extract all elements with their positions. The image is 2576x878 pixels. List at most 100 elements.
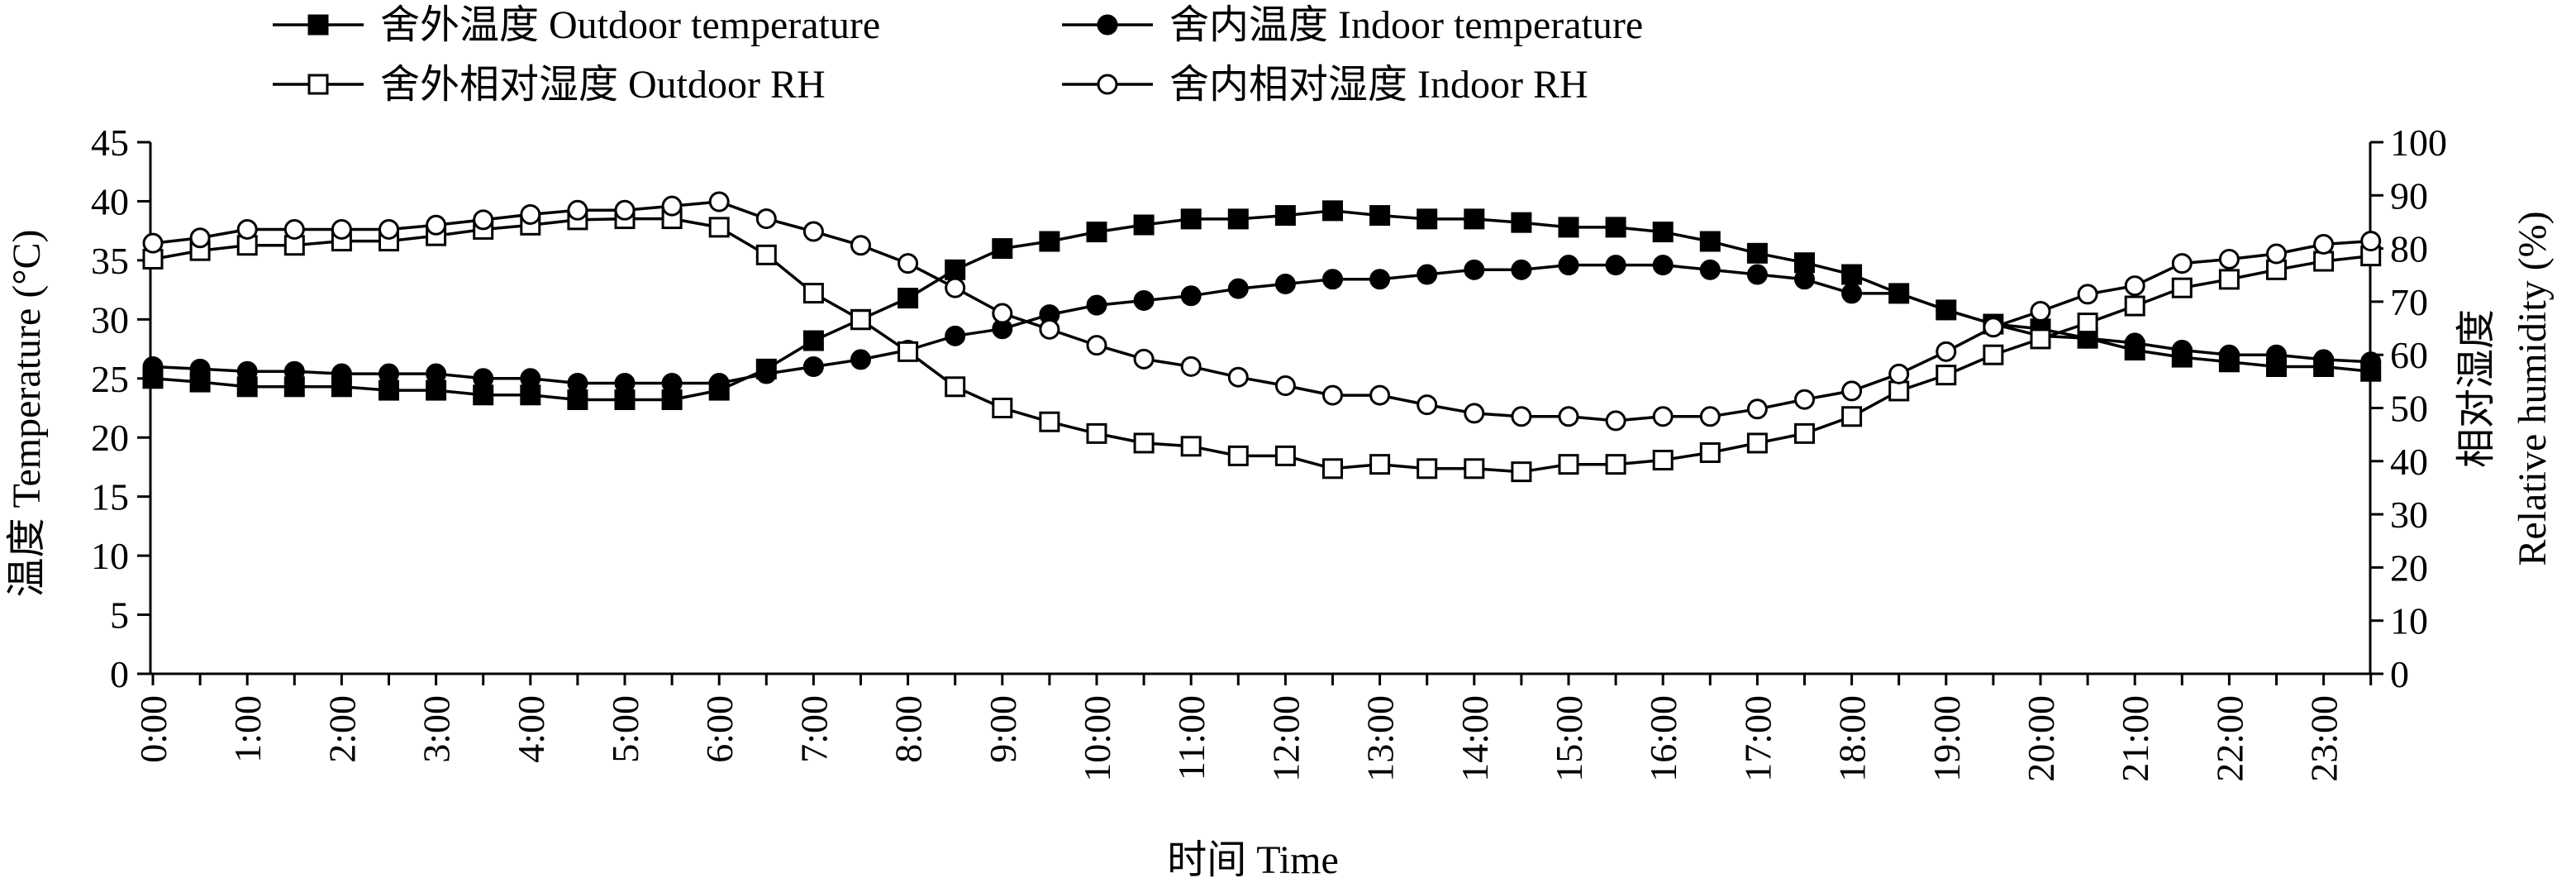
data-point [850,309,871,331]
data-point [1746,264,1768,285]
data-point [1039,231,1060,252]
data-point [661,195,683,217]
x-tick-label: 6:00 [698,695,740,763]
data-point [1417,458,1438,480]
y-right-tick-label: 10 [2390,600,2428,642]
y-left-tick-label: 25 [91,358,129,400]
data-point [1086,335,1107,356]
y-right-tick-label: 20 [2390,546,2428,589]
series-3 [142,208,2382,483]
series-layer [142,191,2382,483]
data-point [1180,208,1202,230]
y-right-tick-label: 40 [2390,441,2428,483]
data-point [1133,348,1155,370]
data-point [1936,299,1957,321]
data-point [1369,269,1391,290]
data-point [1086,294,1107,316]
data-point [898,253,919,274]
data-point [2266,344,2287,365]
y-left-tick-label: 45 [91,122,129,164]
data-point [1888,380,1910,402]
legend-marker [307,14,329,36]
y-left-tick-label: 30 [91,298,129,341]
data-point [1605,454,1626,475]
data-point [755,208,777,230]
legend-item: 舍内相对湿度 Indoor RH [1062,63,1588,107]
data-point [2266,243,2287,265]
y-left-tick-label: 15 [91,476,129,518]
y-right-tick-label: 50 [2390,388,2428,430]
data-point [142,355,164,377]
data-point [1227,208,1249,230]
data-point [1699,442,1721,464]
data-point [1746,398,1768,420]
data-point [898,341,919,362]
data-point [331,218,352,240]
data-point [1983,344,2004,365]
data-point [1699,259,1721,280]
x-tick-label: 8:00 [888,695,930,763]
data-point [1133,432,1155,454]
data-point [802,330,824,351]
y-right-tick-label: 30 [2390,494,2428,536]
data-point [1558,454,1579,475]
data-point [1652,222,1674,243]
x-tick-label: 2:00 [321,695,363,763]
x-tick-label: 12:00 [1264,695,1307,782]
y-right-tick-label: 60 [2390,334,2428,376]
data-point [2030,300,2051,322]
data-point [283,360,305,382]
x-tick-label: 10:00 [1076,695,1118,782]
data-point [1417,208,1438,230]
data-point [2218,248,2240,270]
y-right-axis-title-en: Relative humidity (%) [2511,211,2555,565]
x-tick-label: 20:00 [2020,695,2062,782]
data-point [945,376,966,398]
data-point [236,360,258,382]
data-point [1274,205,1296,227]
data-point [520,203,541,225]
data-point [331,363,352,384]
data-point [1983,317,2004,338]
data-point [708,191,730,212]
y-left-tick-label: 0 [110,653,129,695]
legend-item: 舍内温度 Indoor temperature [1062,3,1643,47]
data-point [945,325,966,346]
data-point [1888,363,1910,384]
data-point [1841,264,1863,285]
data-point [567,372,588,394]
data-point [945,259,966,280]
data-point [1746,242,1768,264]
y-right-tick-label: 100 [2390,122,2447,164]
x-tick-label: 23:00 [2303,695,2345,782]
legend-item: 舍外温度 Outdoor temperature [273,3,880,47]
x-tick-label: 13:00 [1359,695,1402,782]
y-right-tick-label: 70 [2390,281,2428,323]
data-point [520,368,541,389]
x-tick-label: 11:00 [1170,695,1212,780]
data-point [1133,214,1155,236]
y-left-axis-title: 温度 Temperature (°C) [5,229,49,597]
legend-label: 舍外相对湿度 Outdoor RH [380,63,826,107]
x-axis-title: 时间 Time [1167,838,1339,878]
data-point [1322,384,1343,406]
data-point [2171,277,2193,298]
x-tick-label: 16:00 [1642,695,1684,782]
data-point [614,372,636,394]
data-point [2360,351,2382,373]
data-point [708,217,730,238]
data-point [2077,284,2098,305]
data-point [802,221,824,242]
data-point [2313,251,2335,272]
data-point [1417,264,1438,285]
data-point [1841,406,1863,427]
data-point [614,199,636,221]
data-point [1558,255,1579,276]
x-tick-label: 15:00 [1548,695,1590,782]
data-point [1746,432,1768,454]
x-tick-label: 22:00 [2208,695,2250,782]
x-tick-label: 5:00 [604,695,646,763]
data-point [236,218,258,240]
data-point [2360,231,2382,252]
y-left-tick-label: 5 [110,594,129,637]
